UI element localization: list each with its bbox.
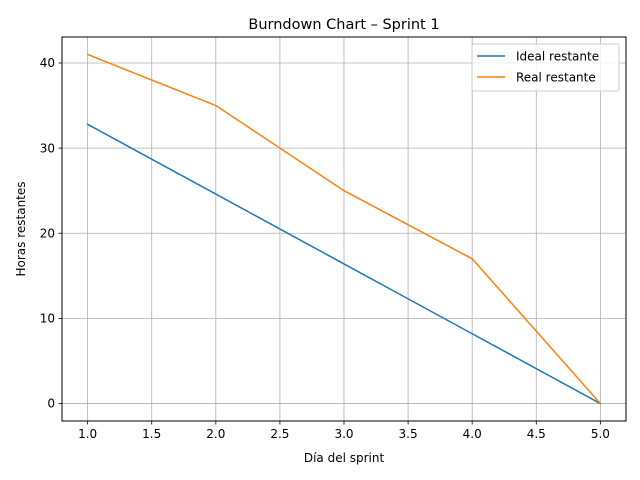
x-tick-label: 1.5 (142, 427, 161, 441)
x-axis-ticks: 1.0 1.5 2.0 2.5 3.0 3.5 4.0 4.5 5.0 (78, 421, 610, 441)
legend-label-real: Real restante (516, 70, 596, 84)
y-tick-label: 30 (40, 141, 55, 155)
x-tick-label: 1.0 (78, 427, 97, 441)
series-line-ideal (86, 123, 602, 405)
x-axis-label: Día del sprint (304, 451, 385, 465)
x-tick-label: 2.5 (270, 427, 289, 441)
x-tick-label: 2.0 (206, 427, 225, 441)
y-tick-label: 10 (40, 312, 55, 326)
grid (62, 37, 626, 421)
y-tick-label: 0 (47, 397, 55, 411)
legend: Ideal restante Real restante (471, 43, 620, 92)
series-line-real (86, 53, 602, 405)
y-axis-label: Horas restantes (14, 181, 28, 276)
chart-title: Burndown Chart – Sprint 1 (248, 17, 439, 33)
series-lines (86, 53, 602, 405)
legend-box (471, 43, 620, 92)
x-tick-label: 4.5 (527, 427, 546, 441)
x-tick-label: 5.0 (591, 427, 610, 441)
y-axis-ticks: 0 10 20 30 40 (40, 56, 62, 411)
y-tick-label: 20 (40, 226, 55, 240)
legend-label-ideal: Ideal restante (516, 49, 599, 63)
x-tick-label: 4.0 (463, 427, 482, 441)
x-tick-label: 3.0 (334, 427, 353, 441)
x-tick-label: 3.5 (399, 427, 418, 441)
y-tick-label: 40 (40, 56, 55, 70)
